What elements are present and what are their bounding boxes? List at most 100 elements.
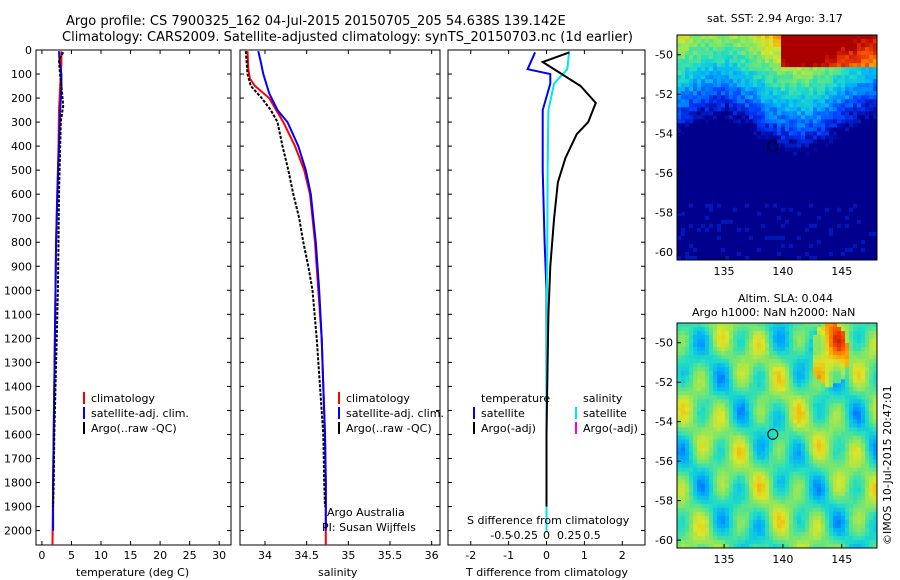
s-tick-label: 0.25: [557, 529, 582, 542]
legend-argo-label: Argo(..raw -QC): [346, 422, 432, 435]
header-line1: Argo profile: CS 7900325_162 04-Jul-2015…: [66, 14, 566, 29]
y-tick-label: 1800: [4, 477, 32, 490]
x-tick-label: 25: [183, 549, 197, 562]
difference-legend: temperature satellite Argo(-adj) salinit…: [467, 392, 638, 527]
y-tick-label: 800: [11, 236, 32, 249]
legend-salinity-title: salinity: [583, 392, 623, 405]
map-y-tick-label: -56: [655, 167, 673, 180]
sla-map-frame: [676, 322, 878, 549]
y-tick-label: 1400: [4, 380, 32, 393]
header-line2: Climatology: CARS2009. Satellite-adjuste…: [62, 30, 633, 45]
legend-satellite-label: satellite-adj. clim.: [346, 407, 444, 420]
s-difference-label: S difference from climatology: [467, 514, 630, 527]
y-tick-label: 100: [11, 68, 32, 81]
argo-float-marker: [767, 428, 779, 440]
map-y-tick-label: -54: [655, 128, 673, 141]
s-tick-label: 0.5: [583, 529, 601, 542]
series-argo: [52, 51, 65, 507]
sst-map-frame: [676, 34, 878, 261]
y-tick-label: 700: [11, 212, 32, 225]
x-tick-label: 0: [38, 549, 45, 562]
salinity-legend: climatology satellite-adj. clim. Argo(..…: [322, 392, 444, 534]
map-y-tick-label: -60: [655, 534, 673, 547]
legend-t-satellite-label: satellite: [481, 407, 525, 420]
y-tick-label: 400: [11, 140, 32, 153]
y-tick-label: 200: [11, 92, 32, 105]
map-y-tick-label: -56: [655, 455, 673, 468]
sst-map-title: sat. SST: 2.94 Argo: 3.17: [707, 12, 843, 25]
legend-s-argo-label: Argo(-adj): [583, 422, 638, 435]
x-tick-label: 36: [425, 549, 439, 562]
legend-t-argo-label: Argo(-adj): [481, 422, 536, 435]
x-tick-label: 20: [153, 549, 167, 562]
x-tick-label: -1: [503, 549, 514, 562]
y-tick-label: 1900: [4, 501, 32, 514]
map-x-tick-label: 140: [772, 553, 793, 566]
legend-satellite-label: satellite-adj. clim.: [91, 407, 189, 420]
y-tick-label: 0: [25, 44, 32, 57]
sla-map-title-line1: Altim. SLA: 0.044: [738, 292, 833, 305]
map-y-tick-label: -60: [655, 246, 673, 259]
argo-float-marker: [767, 140, 779, 152]
y-tick-label: 900: [11, 260, 32, 273]
difference-xlabel: T difference from climatology: [465, 566, 628, 579]
salinity-panel: [239, 49, 441, 546]
y-tick-label: 1600: [4, 428, 32, 441]
sla-map: 135 140 145 -50 -52 -54 -56 -58 -60: [655, 323, 878, 566]
sst-map: 135 140 145 -50 -52 -54 -56 -58 -60: [655, 35, 878, 278]
series-argo: [244, 51, 326, 507]
legend-argo-label: Argo(..raw -QC): [91, 422, 177, 435]
series-t-argo-adj-: [540, 51, 597, 507]
salinity-xlabel: salinity: [318, 566, 358, 579]
y-tick-label: 1700: [4, 452, 32, 465]
map-y-tick-label: -58: [655, 495, 673, 508]
x-tick-label: 35.5: [378, 549, 403, 562]
legend-climatology-label: climatology: [91, 392, 155, 405]
x-tick-label: 1: [581, 549, 588, 562]
y-tick-label: 1000: [4, 284, 32, 297]
map-x-tick-label: 135: [714, 265, 735, 278]
x-tick-label: 15: [124, 549, 138, 562]
difference-chart: -2 -1 0 1 2 -0.5-0.25 0 0.25 0.5: [448, 49, 645, 562]
legend-temperature-title: temperature: [481, 392, 550, 405]
y-tick-label: 2000: [4, 525, 32, 538]
map-x-tick-label: 140: [772, 265, 793, 278]
map-y-tick-label: -58: [655, 207, 673, 220]
sst-map-cells: [677, 35, 878, 261]
imos-watermark: ©IMOS 10-Jul-2015 20:47:01: [881, 385, 894, 545]
map-y-tick-label: -52: [655, 376, 673, 389]
annotation-pi: PI: Susan Wijffels: [322, 521, 416, 534]
y-tick-label: 300: [11, 116, 32, 129]
temperature-xlabel: temperature (deg C): [76, 566, 189, 579]
sla-map-cells: [677, 323, 878, 549]
x-tick-label: 10: [94, 549, 108, 562]
legend-climatology-label: climatology: [346, 392, 410, 405]
y-tick-label: 600: [11, 188, 32, 201]
map-x-tick-label: 135: [714, 553, 735, 566]
x-tick-label: 35: [341, 549, 355, 562]
legend-s-satellite-label: satellite: [583, 407, 627, 420]
x-tick-label: 0: [543, 549, 550, 562]
temperature-panel: [35, 49, 232, 546]
x-tick-label: 34: [258, 549, 272, 562]
y-tick-label: 1100: [4, 308, 32, 321]
y-tick-label: 500: [11, 164, 32, 177]
series-satellite-adj-clim-: [257, 50, 327, 531]
salinity-chart: 34 34.5 35 35.5 36: [240, 49, 440, 562]
map-x-tick-label: 145: [831, 265, 852, 278]
s-tick-label: 0: [543, 529, 550, 542]
y-tick-label: 1200: [4, 332, 32, 345]
y-tick-label: 1500: [4, 404, 32, 417]
sla-map-title-line2: Argo h1000: NaN h2000: NaN: [692, 306, 855, 319]
x-tick-label: 30: [212, 549, 226, 562]
map-y-tick-label: -54: [655, 416, 673, 429]
s-tick-label: -0.25: [510, 529, 538, 542]
annotation-argo-australia: Argo Australia: [327, 506, 405, 519]
x-tick-label: 34.5: [294, 549, 319, 562]
x-tick-label: 5: [68, 549, 75, 562]
map-y-tick-label: -50: [655, 337, 673, 350]
map-y-tick-label: -50: [655, 49, 673, 62]
map-y-tick-label: -52: [655, 88, 673, 101]
y-tick-label: 1300: [4, 356, 32, 369]
